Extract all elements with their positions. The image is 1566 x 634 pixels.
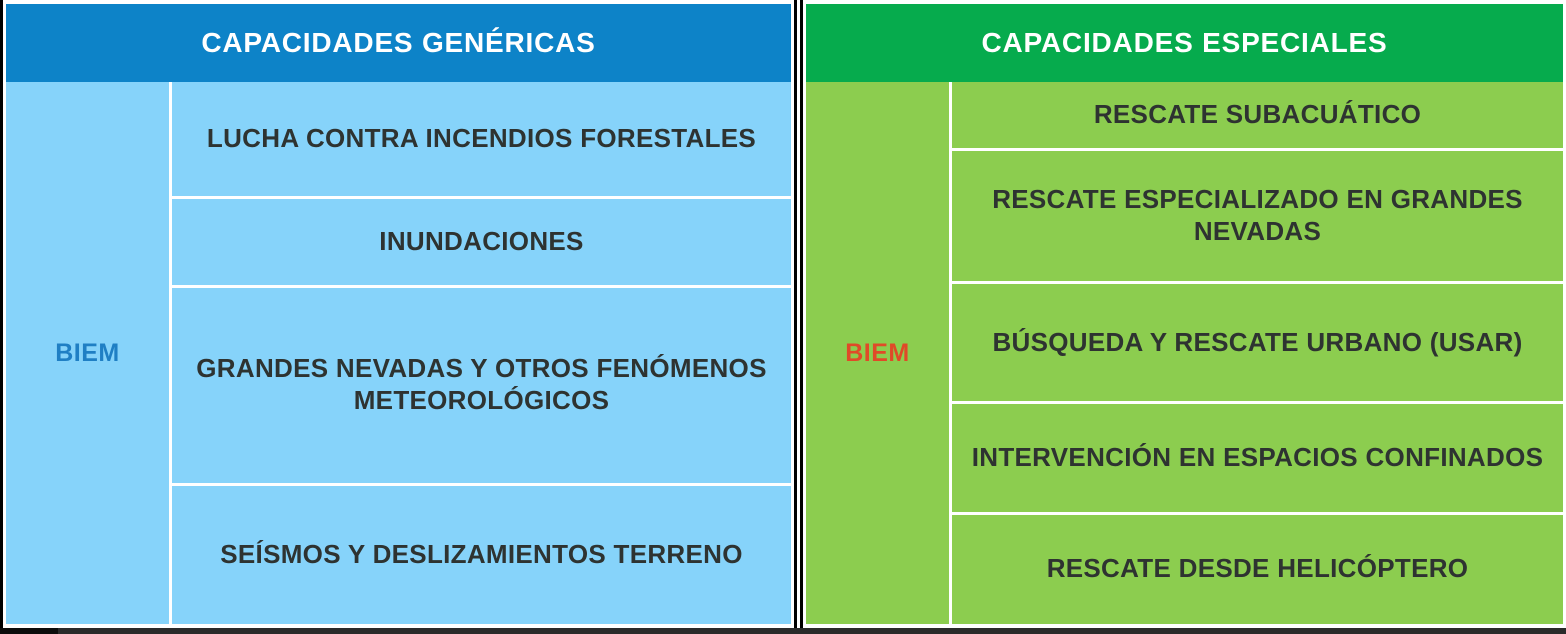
panel-capacidades-genericas: CAPACIDADES GENÉRICAS BIEM LUCHA CONTRA … [0,0,797,628]
capability-row: INTERVENCIÓN EN ESPACIOS CONFINADOS [952,404,1563,515]
capability-list-genericas: LUCHA CONTRA INCENDIOS FORESTALES INUNDA… [172,82,791,625]
panel-header-especiales: CAPACIDADES ESPECIALES [806,4,1563,82]
panel-capacidades-especiales: CAPACIDADES ESPECIALES BIEM RESCATE SUBA… [800,0,1566,628]
capability-row: RESCATE DESDE HELICÓPTERO [952,514,1563,625]
panel-header-especiales-title: CAPACIDADES ESPECIALES [981,27,1388,58]
capability-row: LUCHA CONTRA INCENDIOS FORESTALES [172,82,791,199]
capability-row: SEÍSMOS Y DESLIZAMIENTOS TERRENO [172,485,791,625]
panel-body-genericas: BIEM LUCHA CONTRA INCENDIOS FORESTALES I… [3,82,794,628]
capability-list-especiales: RESCATE SUBACUÁTICO RESCATE ESPECIALIZAD… [952,82,1563,625]
panel-header-genericas-title: CAPACIDADES GENÉRICAS [201,27,596,58]
panel-header-genericas: CAPACIDADES GENÉRICAS [6,4,791,82]
capability-row: BÚSQUEDA Y RESCATE URBANO (USAR) [952,284,1563,405]
capability-row: RESCATE ESPECIALIZADO EN GRANDES NEVADAS [952,151,1563,285]
capability-row: GRANDES NEVADAS Y OTROS FENÓMENOS METEOR… [172,287,791,486]
bottom-edge-strip-right [58,628,1566,634]
capability-row: RESCATE SUBACUÁTICO [952,82,1563,152]
capability-row: INUNDACIONES [172,198,791,288]
unit-label-biem-especiales: BIEM [806,82,952,624]
unit-label-biem-genericas: BIEM [6,82,172,624]
panel-body-especiales: BIEM RESCATE SUBACUÁTICO RESCATE ESPECIA… [803,82,1566,628]
